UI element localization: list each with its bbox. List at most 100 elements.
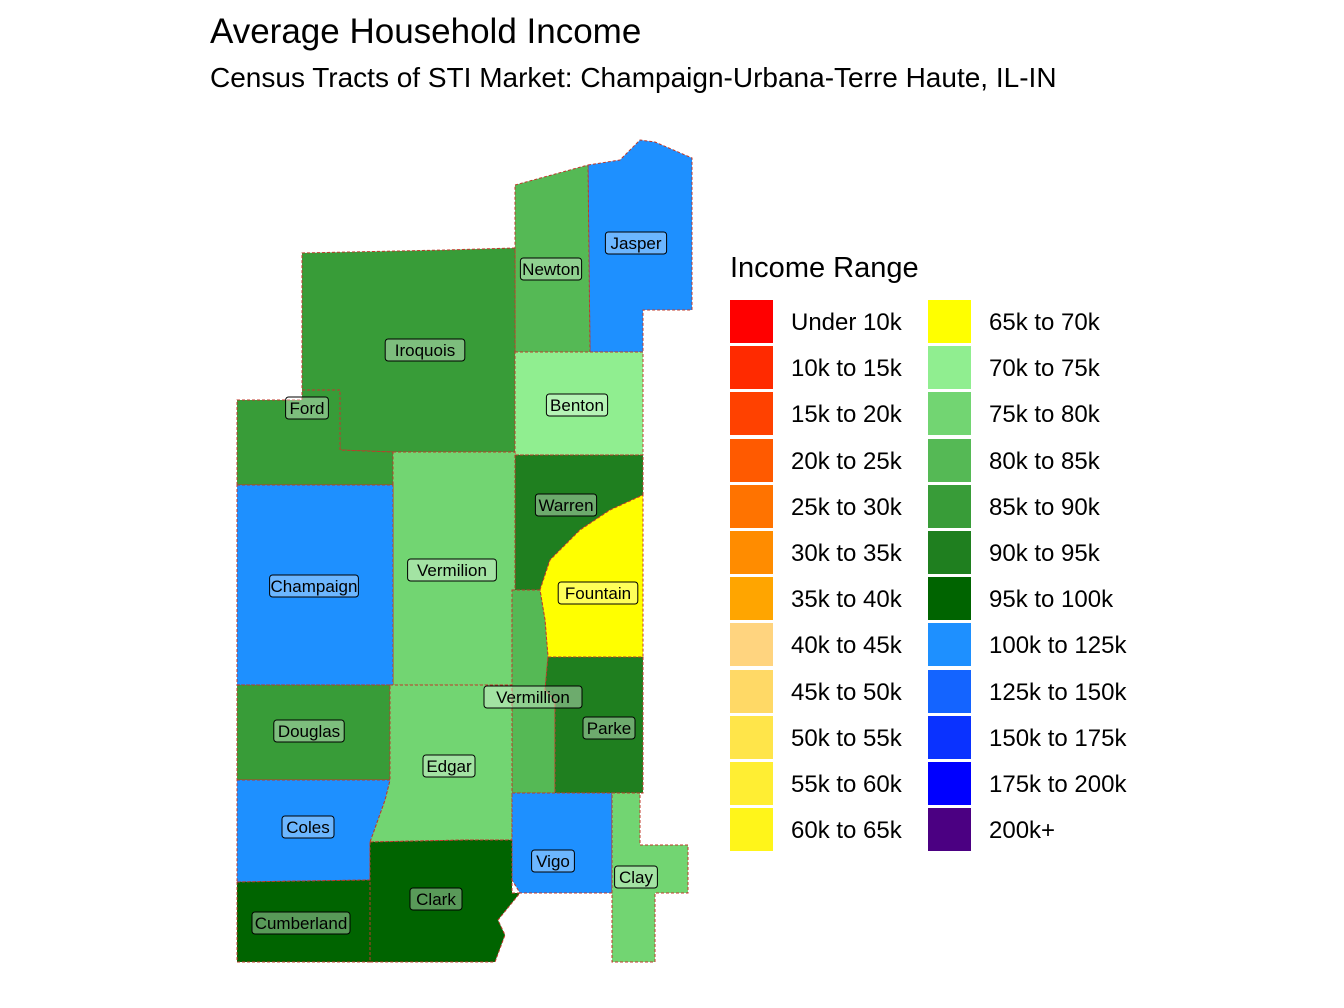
county-label-vermillion: Vermillion [483, 685, 583, 709]
county-label-text: Warren [538, 496, 593, 515]
legend-label: 30k to 35k [791, 539, 902, 567]
county-label-box [545, 393, 609, 417]
county-label-box [422, 754, 476, 778]
county-label-box [557, 581, 639, 605]
map-title: Average Household Income [210, 12, 642, 51]
county-label-box [409, 887, 463, 911]
county-label-box [384, 338, 466, 362]
county-fountain [539, 494, 644, 658]
county-label-vermilion: Vermilion [407, 558, 497, 582]
legend-swatch [928, 577, 971, 621]
legend-swatch [928, 346, 971, 390]
legend-label: 20k to 25k [791, 447, 902, 475]
legend-label: 40k to 45k [791, 632, 902, 660]
legend-label: 95k to 100k [989, 586, 1114, 614]
county-label-warren: Warren [534, 493, 598, 517]
county-label-edgar: Edgar [422, 754, 476, 778]
county-label-newton: Newton [519, 257, 583, 281]
county-label-box [251, 911, 351, 935]
legend-swatch [730, 438, 773, 482]
county-label-clark: Clark [409, 887, 463, 911]
county-label-box [269, 574, 359, 598]
legend-swatch [928, 715, 971, 759]
county-label-text: Douglas [278, 722, 340, 741]
legend-swatch [730, 669, 773, 713]
county-label-text: Coles [286, 818, 329, 837]
legend-label: 45k to 50k [791, 678, 902, 706]
county-label-box [534, 493, 598, 517]
county-label-box [281, 815, 335, 839]
county-label-text: Parke [587, 719, 631, 738]
county-label-text: Newton [522, 260, 580, 279]
county-label-cumberland: Cumberland [251, 911, 351, 935]
legend-label: 65k to 70k [989, 309, 1100, 336]
legend-swatch [928, 392, 971, 436]
legend-label: 80k to 85k [989, 447, 1100, 475]
county-label-text: Benton [550, 396, 604, 415]
county-vigo [511, 792, 613, 894]
map-subtitle: Census Tracts of STI Market: Champaign-U… [210, 62, 1057, 93]
legend-swatch [730, 530, 773, 574]
county-label-text: Iroquois [395, 341, 455, 360]
county-label-box [531, 849, 575, 873]
county-label-text: Clay [619, 868, 654, 887]
legend-label: 35k to 40k [791, 586, 902, 614]
legend-label: 70k to 75k [989, 355, 1100, 383]
legend-label: 50k to 55k [791, 724, 902, 752]
legend-swatch [730, 300, 773, 343]
legend-swatch [928, 623, 971, 667]
county-polygons [236, 139, 693, 963]
county-label-box [285, 396, 329, 420]
county-label-text: Cumberland [255, 914, 348, 933]
legend-swatch [730, 577, 773, 621]
legend-label: 55k to 60k [791, 770, 902, 798]
legend-label: 85k to 90k [989, 493, 1100, 521]
county-label-text: Edgar [426, 757, 472, 776]
county-label-box [407, 558, 497, 582]
legend-label: 25k to 30k [791, 493, 902, 521]
legend-label: 90k to 95k [989, 539, 1100, 567]
legend-label: 15k to 20k [791, 401, 902, 429]
legend-label: 125k to 150k [989, 678, 1127, 706]
county-clay [611, 792, 689, 963]
legend-swatch [730, 623, 773, 667]
county-label-coles: Coles [281, 815, 335, 839]
legend-swatch [730, 761, 773, 805]
county-label-text: Vermillion [496, 688, 570, 707]
county-label-champaign: Champaign [269, 574, 359, 598]
county-label-fountain: Fountain [557, 581, 639, 605]
legend-swatch [928, 761, 971, 805]
county-label-text: Vermilion [417, 561, 487, 580]
legend-swatch [928, 808, 971, 852]
county-label-douglas: Douglas [273, 719, 345, 743]
legend-swatch [928, 300, 971, 343]
county-label-benton: Benton [545, 393, 609, 417]
legend-swatch [730, 484, 773, 528]
county-label-box [273, 719, 345, 743]
legend-label: 60k to 65k [791, 817, 902, 845]
county-label-box [582, 716, 636, 740]
county-label-vigo: Vigo [531, 849, 575, 873]
legend-swatch [730, 715, 773, 759]
county-label-iroquois: Iroquois [384, 338, 466, 362]
county-label-text: Vigo [536, 852, 570, 871]
county-label-text: Ford [290, 399, 325, 418]
county-label-box [519, 257, 583, 281]
legend-label: 100k to 125k [989, 632, 1127, 660]
county-labels: Jasper Newton Iroquois Benton Ford Warren Verm… [251, 231, 668, 935]
county-vermillion [511, 589, 556, 794]
county-ford [236, 389, 394, 486]
legend-label: 10k to 15k [791, 355, 902, 383]
county-label-clay: Clay [614, 865, 658, 889]
legend-label: 175k to 200k [989, 770, 1127, 798]
county-label-text: Champaign [271, 577, 358, 596]
legend-swatch [730, 808, 773, 852]
legend-title: Income Range [730, 252, 919, 284]
county-coles [236, 779, 391, 883]
county-label-box [483, 685, 583, 709]
legend-swatch [928, 484, 971, 528]
county-cumberland [236, 879, 371, 963]
legend-swatch [928, 438, 971, 482]
legend-label: 150k to 175k [989, 724, 1127, 752]
legend-swatch [730, 392, 773, 436]
